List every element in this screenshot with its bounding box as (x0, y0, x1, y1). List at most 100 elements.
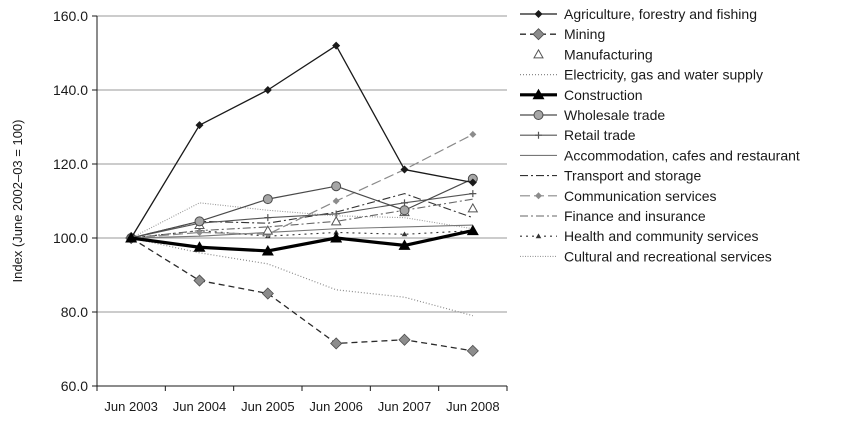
legend-label: Retail trade (564, 127, 636, 143)
series-2 (125, 202, 479, 242)
series-line (131, 237, 473, 317)
legend-label: Cultural and recreational services (564, 248, 772, 264)
data-point (466, 344, 479, 357)
legend-item: Manufacturing (533, 46, 653, 62)
legend-label: Accommodation, cafes and restaurant (564, 147, 800, 163)
series-0 (127, 41, 477, 242)
data-point (262, 225, 274, 235)
data-point (125, 232, 138, 243)
y-tick-labels: 60.0 80.0 100.0 120.0 140.0 160.0 (53, 8, 88, 394)
legend-label: Agriculture, forestry and fishing (564, 6, 757, 22)
data-point (466, 224, 479, 236)
data-point (332, 197, 340, 205)
legend-label: Finance and insurance (564, 208, 706, 224)
data-point (193, 241, 206, 252)
legend-item: Communication services (520, 188, 717, 204)
legend-label: Electricity, gas and water supply (564, 67, 763, 83)
x-tick-label: Jun 2006 (309, 399, 363, 414)
series-line (130, 229, 474, 253)
y-tick-label: 160.0 (53, 8, 88, 24)
y-tick-label: 80.0 (61, 304, 88, 320)
series-line (131, 133, 474, 239)
data-point (193, 274, 206, 287)
y-tick-label: 140.0 (53, 82, 88, 98)
legend-label: Mining (564, 26, 605, 42)
x-tick-labels: Jun 2003 Jun 2004 Jun 2005 Jun 2006 Jun 2007… (104, 399, 499, 414)
legend-label: Health and community services (564, 228, 759, 244)
data-point (401, 199, 408, 207)
legend-item: Health and community services (520, 228, 759, 244)
axes (96, 16, 507, 387)
data-point (400, 165, 409, 174)
legend-item: Retail trade (520, 127, 636, 143)
series-line (131, 198, 473, 239)
data-point (332, 41, 341, 50)
data-point (533, 110, 544, 120)
data-point (261, 287, 274, 300)
data-point (533, 48, 544, 59)
legend-item: Finance and insurance (520, 208, 706, 224)
data-point (534, 10, 543, 18)
series-line (130, 44, 473, 239)
data-point (535, 192, 542, 200)
data-point (263, 86, 272, 94)
data-point (194, 216, 205, 227)
data-point (262, 194, 273, 205)
y-axis-title: Index (June 2002–03 = 100) (10, 120, 25, 283)
x-tick-label: Jun 2004 (173, 399, 227, 414)
data-point (196, 228, 203, 236)
data-point (330, 215, 342, 226)
legend-item: Accommodation, cafes and restaurant (520, 147, 800, 163)
legend: Agriculture, forestry and fishing Mining M… (520, 6, 800, 264)
data-point (535, 131, 542, 139)
legend-item: Cultural and recreational services (520, 248, 772, 264)
series-1 (125, 231, 479, 357)
data-point (468, 178, 477, 187)
legend-item: Mining (520, 26, 605, 42)
data-point (195, 121, 204, 130)
series-10 (131, 198, 473, 239)
data-point (330, 232, 343, 243)
legend-item: Construction (520, 87, 643, 103)
series-line (131, 178, 474, 239)
data-point (399, 205, 410, 216)
x-tick-label: Jun 2007 (378, 399, 432, 414)
legend-label: Manufacturing (564, 46, 653, 62)
data-point (469, 130, 477, 138)
data-point (401, 231, 408, 237)
legend-item: Electricity, gas and water supply (520, 67, 763, 83)
series-line (130, 237, 473, 352)
x-tick-label: Jun 2008 (446, 399, 500, 414)
data-point (398, 239, 411, 250)
legend-label: Communication services (564, 188, 717, 204)
series-3 (131, 237, 473, 317)
series-4 (125, 224, 479, 256)
data-point (467, 202, 479, 213)
legend-item: Transport and storage (520, 168, 701, 184)
legend-item: Agriculture, forestry and fishing (520, 6, 757, 22)
data-point (330, 337, 343, 350)
series-7 (131, 224, 473, 239)
series-8 (131, 193, 474, 239)
legend-label: Wholesale trade (564, 107, 665, 123)
data-point (469, 190, 477, 198)
series-line (131, 193, 473, 239)
y-tick-label: 100.0 (53, 230, 88, 246)
data-point (331, 181, 342, 192)
data-point (264, 214, 272, 222)
y-tick-label: 120.0 (53, 156, 88, 172)
y-tick-label: 60.0 (61, 378, 88, 394)
series-line (131, 224, 473, 239)
x-tick-label: Jun 2003 (104, 399, 158, 414)
series-lines (125, 41, 479, 357)
legend-label: Construction (564, 87, 643, 103)
legend-item: Wholesale trade (520, 107, 665, 123)
data-point (398, 333, 411, 346)
data-point (532, 88, 545, 100)
data-point (261, 244, 274, 256)
series-line (131, 193, 474, 239)
x-tick-label: Jun 2005 (241, 399, 295, 414)
data-point (535, 233, 542, 239)
